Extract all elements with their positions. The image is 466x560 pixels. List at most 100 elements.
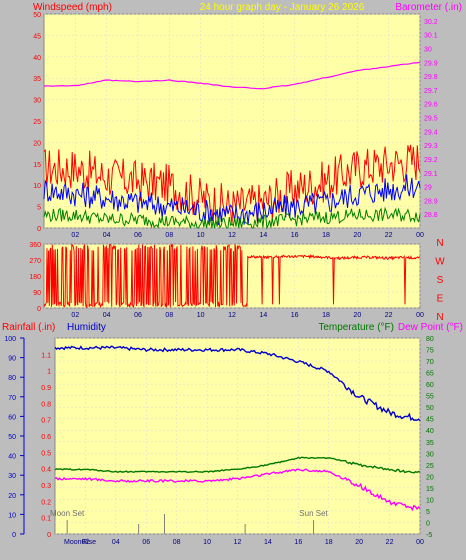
wind-x-tick-label: 16 (291, 232, 299, 239)
wind-axis-tick-label: 35 (33, 76, 41, 83)
wind-axis-tick-label: 0 (37, 226, 41, 233)
temp-x-tick-label: 18 (325, 539, 333, 546)
wind-x-tick-label: 14 (259, 232, 267, 239)
direction-axis-tick-label: 270 (29, 258, 41, 265)
wind-axis-tick-label: 15 (33, 162, 41, 169)
direction-x-tick-label: 12 (228, 312, 236, 319)
barometer-axis-tick-label: 29.9 (424, 60, 438, 67)
wind-axis-tick-label: 5 (37, 205, 41, 212)
barometer-axis-tick-label: 28.9 (424, 198, 438, 205)
rainfall-axis-tick-label: 1 (47, 369, 51, 376)
barometer-axis-tick-label: 28.8 (424, 212, 438, 219)
barometer-axis-tick-label: 30 (424, 47, 432, 54)
rainfall-axis-tick-label: 0.3 (41, 483, 51, 490)
rainfall-axis-tick-label: 0.1 (41, 516, 51, 523)
barometer-axis-tick-label: 29.1 (424, 171, 438, 178)
temperature-axis-tick-label: 30 (426, 451, 434, 458)
temperature-axis-tick-label: 15 (426, 486, 434, 493)
humidity-axis-tick-label: 50 (8, 434, 16, 441)
temp-x-tick-label: 10 (203, 539, 211, 546)
header-windspeed-label: Windspeed (mph) (33, 2, 112, 13)
temperature-axis-tick-label: 45 (426, 417, 434, 424)
humidity-axis-tick-label: 60 (8, 414, 16, 421)
direction-compass-label: N (436, 238, 443, 249)
temperature-axis-tick-label: 35 (426, 440, 434, 447)
direction-x-tick-label: 16 (291, 312, 299, 319)
direction-compass-label: W (435, 257, 445, 268)
rainfall-axis-tick-label: 1.1 (41, 352, 51, 359)
wind-x-tick-label: 02 (71, 232, 79, 239)
temperature-axis-tick-label: 75 (426, 348, 434, 355)
wind-x-tick-label: 06 (134, 232, 142, 239)
temp-x-tick-label: 06 (142, 539, 150, 546)
rainfall-axis-tick-label: 0.6 (41, 434, 51, 441)
temp-x-tick-label: 12 (234, 539, 242, 546)
humidity-axis-tick-label: 30 (8, 473, 16, 480)
rainfall-axis-tick-label: 0.7 (41, 418, 51, 425)
direction-x-tick-label: 14 (259, 312, 267, 319)
rainfall-axis-tick-label: 0.8 (41, 401, 51, 408)
temperature-axis-tick-label: 20 (426, 474, 434, 481)
temp-x-tick-label: 14 (264, 539, 272, 546)
rainfall-axis-tick-label: 0.2 (41, 499, 51, 506)
barometer-axis-tick-label: 29 (424, 185, 432, 192)
direction-x-tick-label: 10 (197, 312, 205, 319)
barometer-axis-tick-label: 29.3 (424, 143, 438, 150)
bottom-rise-label: Rise (82, 539, 96, 546)
wind-x-tick-label: 22 (385, 232, 393, 239)
direction-axis-tick-label: 90 (33, 290, 41, 297)
wind-x-tick-label: 12 (228, 232, 236, 239)
series-humidity-line (54, 345, 421, 422)
wind-axis-tick-label: 45 (33, 33, 41, 40)
direction-x-tick-label: 04 (103, 312, 111, 319)
wind-x-tick-label: 00 (416, 232, 424, 239)
temp-x-tick-label: 22 (386, 539, 394, 546)
rainfall-axis-tick-label: 0.9 (41, 385, 51, 392)
temperature-axis-tick-label: 40 (426, 428, 434, 435)
direction-compass-label: S (437, 275, 444, 286)
temperature-axis-tick-label: 25 (426, 463, 434, 470)
humidity-axis-tick-label: 10 (8, 512, 16, 519)
barometer-axis-tick-label: 29.7 (424, 88, 438, 95)
header-barometer-label: Barometer (.in) (395, 2, 462, 13)
temperature-axis-tick-label: 80 (426, 336, 434, 343)
header-humidity-label: Humidity (67, 322, 106, 333)
temperature-axis-tick-label: -5 (426, 532, 432, 539)
direction-compass-label: E (437, 294, 444, 305)
direction-compass-label: N (436, 312, 443, 323)
series-temperature-line (54, 456, 421, 474)
header-rainfall-label: Rainfall (.in) (2, 322, 55, 333)
direction-x-tick-label: 22 (385, 312, 393, 319)
wind-x-tick-label: 08 (165, 232, 173, 239)
direction-x-tick-label: 20 (353, 312, 361, 319)
temp-x-tick-label: 08 (173, 539, 181, 546)
bottom-moon-label: Moon (64, 539, 82, 546)
rainfall-axis-tick-label: 0.5 (41, 450, 51, 457)
wind-series-gust (43, 144, 421, 226)
wind-x-tick-label: 10 (197, 232, 205, 239)
direction-x-tick-label: 08 (165, 312, 173, 319)
barometer-series-line (43, 61, 421, 90)
direction-x-tick-label: 18 (322, 312, 330, 319)
wind-direction-series-line (43, 243, 421, 309)
annotation-label: Sun Set (299, 509, 328, 518)
temp-x-tick-label: 20 (355, 539, 363, 546)
wind-axis-tick-label: 20 (33, 140, 41, 147)
rainfall-axis-tick-label: 0.4 (41, 467, 51, 474)
humidity-axis-tick-label: 100 (4, 336, 16, 343)
wind-series-minimum (43, 206, 421, 230)
wind-x-tick-label: 18 (322, 232, 330, 239)
temperature-axis-tick-label: 70 (426, 359, 434, 366)
wind-axis-tick-label: 50 (33, 12, 41, 19)
barometer-axis-tick-label: 29.8 (424, 74, 438, 81)
temperature-axis-tick-label: 5 (426, 509, 430, 516)
direction-x-tick-label: 06 (134, 312, 142, 319)
wind-series-average (43, 174, 421, 225)
temp-x-tick-label: 16 (294, 539, 302, 546)
temperature-axis-tick-label: 65 (426, 371, 434, 378)
direction-axis-tick-label: 0 (37, 306, 41, 313)
temperature-axis-tick-label: 55 (426, 394, 434, 401)
temp-x-tick-label: 04 (112, 539, 120, 546)
